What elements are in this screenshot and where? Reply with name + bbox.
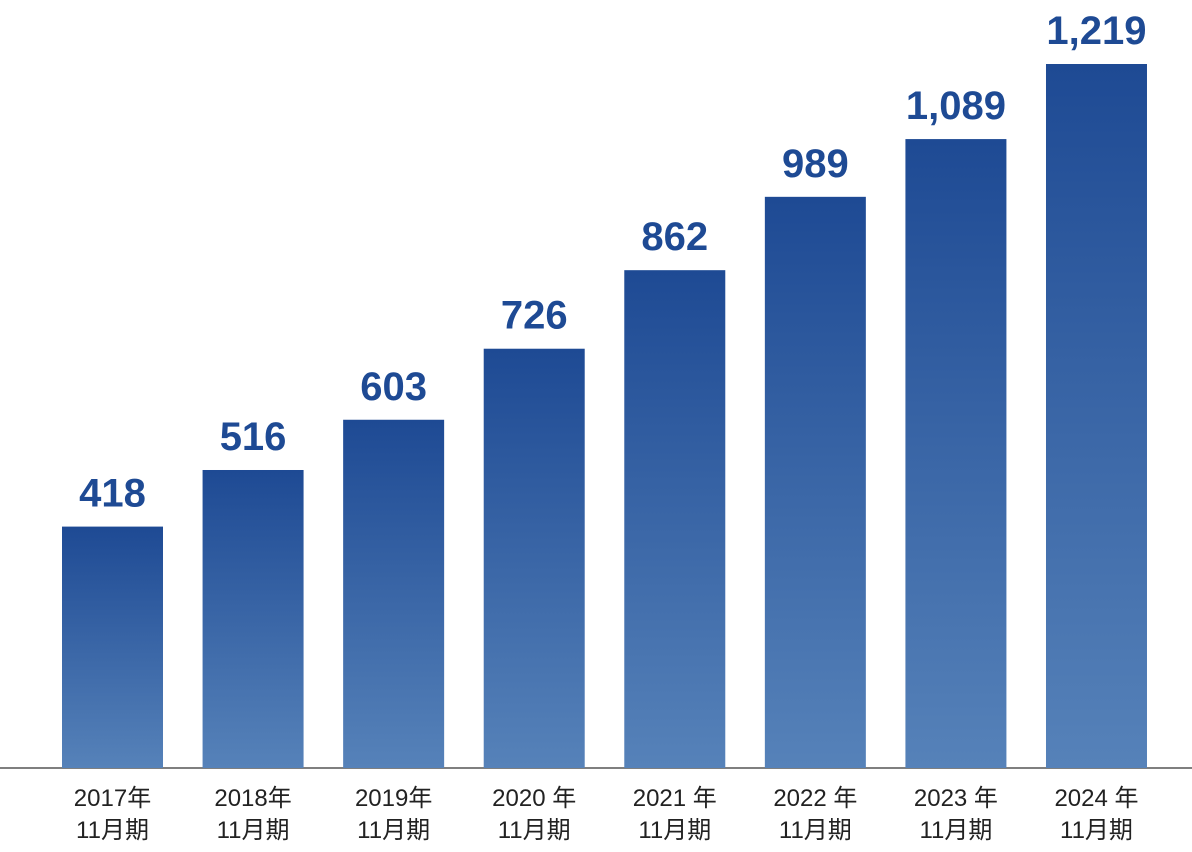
value-label: 1,219 (1046, 9, 1146, 53)
x-tick-label: 2024 年 (1054, 785, 1138, 812)
x-tick-label: 11月期 (357, 817, 430, 844)
x-tick-label: 11月期 (779, 817, 852, 844)
x-tick-label: 11月期 (498, 817, 571, 844)
value-label: 516 (220, 415, 287, 459)
x-tick-label: 2017年 (74, 785, 151, 812)
bar (343, 419, 445, 768)
bar (202, 469, 304, 768)
x-tick-label: 2018年 (214, 785, 291, 812)
x-tick-label: 2020 年 (492, 785, 576, 812)
value-label: 418 (79, 472, 146, 516)
bar (624, 270, 726, 768)
value-label: 862 (641, 215, 708, 259)
x-tick-label: 2019年 (355, 785, 432, 812)
x-tick-label: 2022 年 (773, 785, 857, 812)
x-tick-label: 11月期 (638, 817, 711, 844)
x-tick-label: 11月期 (76, 817, 149, 844)
x-tick-label: 11月期 (217, 817, 290, 844)
bar (483, 348, 585, 768)
value-label: 989 (782, 142, 849, 186)
x-tick-label: 11月期 (919, 817, 992, 844)
value-label: 603 (360, 365, 427, 409)
bar (62, 526, 163, 768)
value-label: 726 (501, 294, 568, 338)
x-tick-label: 2021 年 (633, 785, 717, 812)
x-tick-label: 11月期 (1060, 817, 1133, 844)
x-tick-label: 2023 年 (914, 785, 998, 812)
bar (764, 196, 866, 768)
bar (905, 139, 1007, 768)
value-label: 1,089 (906, 84, 1006, 128)
bar (1045, 64, 1147, 768)
